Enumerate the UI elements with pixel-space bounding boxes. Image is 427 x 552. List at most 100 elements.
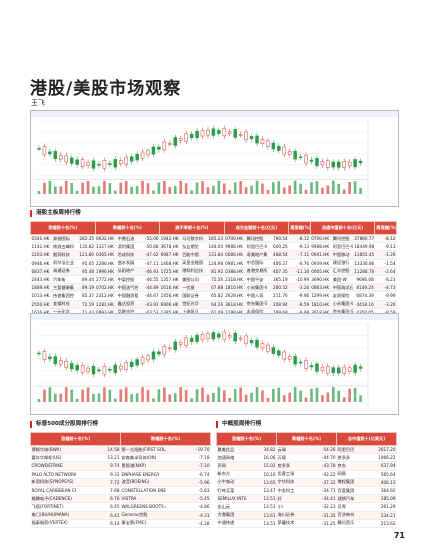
decoration: [80, 365, 85, 373]
table-cell: 第一太阳能(FIRST SOLAR): [120, 445, 166, 455]
column-header: 涨幅前十名(%): [30, 432, 121, 446]
table-cell: 0341.HK: [30, 234, 53, 244]
table-cell: 1616.HK: [159, 283, 182, 293]
decoration: [103, 387, 106, 402]
table-cell: 汇丰控股: [331, 267, 354, 276]
chart-screenshot: [30, 313, 399, 415]
table-cell: 280.52: [267, 283, 289, 293]
table-cell: 曲水发展: [116, 259, 139, 268]
decoration: [321, 187, 324, 194]
table-cell: -5.96: [165, 478, 211, 487]
table-cell: 英皇金融国际: [181, 259, 203, 268]
table-cell: 6874.39: [353, 291, 375, 301]
decoration: [54, 186, 57, 194]
decoration: [217, 180, 221, 194]
table-cell: 124.98: [202, 259, 225, 268]
table-cell: -43.91: [138, 300, 160, 309]
table-cell: 萝蔓技术: [276, 519, 307, 528]
table-cell: 2203.HK: [30, 250, 53, 260]
decoration: [266, 189, 270, 194]
decoration: [146, 183, 150, 194]
decoration: [347, 161, 352, 167]
decoration: [359, 395, 362, 402]
column-header: 周涨幅(%): [374, 221, 397, 235]
table-cell: -4.28: [165, 519, 211, 528]
decoration: [124, 156, 128, 165]
table-cell: 美团-W: [331, 275, 354, 285]
decoration: [320, 161, 325, 166]
table-row: PALO ALTO NETWORKS 9.31 ENPHASE ENERGY -6.7…: [30, 470, 211, 479]
column-header: 涨幅前十名(%): [30, 221, 96, 235]
table-row: CROWDSTRIKE 9.74 恩智浦(NXP) -7.10: [30, 461, 211, 471]
decoration: [190, 398, 193, 402]
table-cell: 小米集团-W: [331, 300, 354, 309]
decoration: [130, 394, 133, 402]
table-row: 中通快递 13.51 萝蔓技术 -31.25 腾讯音乐 213.62: [216, 519, 397, 528]
decoration: [151, 351, 156, 360]
section-title: 港股主板周排行榜: [30, 210, 81, 217]
decoration: [293, 387, 297, 402]
table-cell: 1456.HK: [159, 291, 182, 301]
decoration: [304, 397, 308, 402]
table-cell: 13.47: [246, 486, 277, 496]
table-cell: 马可数字科技: [181, 234, 203, 244]
column-header: 涨幅前十名(%): [216, 432, 277, 446]
table-cell: 89.19: [73, 283, 96, 293]
decoration: [124, 362, 128, 370]
table-cell: -32.23: [306, 502, 337, 512]
decoration: [86, 162, 90, 166]
table-cell: 165.23: [202, 234, 225, 244]
table-cell: 中港石油: [116, 234, 139, 244]
page-title: 港股/美股市场观察: [30, 79, 182, 99]
decoration: [59, 360, 63, 365]
table-cell: 0365.HK: [95, 250, 117, 260]
decoration: [152, 398, 155, 402]
decoration: [331, 367, 336, 374]
table-cell: 鑫达投资: [116, 300, 139, 309]
table-row: 0946.HK 阿尔法企业 95.65 2286.HK 曲水发展 -47.11 1468.H…: [30, 259, 397, 268]
decoration: [97, 163, 101, 166]
author: 王飞: [31, 99, 45, 107]
table-cell: 优客工场: [276, 470, 307, 479]
decoration: [326, 392, 330, 402]
decoration: [173, 137, 177, 146]
decoration: [119, 182, 123, 194]
decoration: [119, 365, 123, 370]
table-cell: 13.51: [246, 494, 277, 504]
table-cell: 2312.HK: [95, 291, 117, 301]
decoration: [102, 160, 107, 169]
decoration: [91, 366, 96, 375]
decoration: [249, 340, 254, 344]
table-cell: 网易: [336, 470, 367, 479]
decoration: [228, 335, 232, 338]
decoration: [129, 361, 134, 367]
table-row: 大鼎集团 13.61 海川证券 -31.35 百济神州 234.21: [216, 511, 397, 520]
decoration: [201, 181, 204, 194]
table-cell: 9988.HK: [224, 242, 246, 252]
decoration: [293, 150, 297, 160]
table-cell: 1013.HK: [30, 291, 53, 301]
table-cell: -6.76: [288, 259, 311, 268]
decoration: [315, 363, 319, 372]
table-cell: 6.45: [75, 502, 121, 512]
table-cell: 565.64: [366, 470, 397, 479]
header-row: 涨幅前十名(%) 跌幅前十名(%) 总市值前十(亿美元): [216, 432, 397, 446]
decoration: [348, 182, 351, 194]
table-cell: VISTRA: [120, 494, 166, 504]
decoration: [157, 146, 161, 150]
decoration: [37, 191, 41, 194]
table-cell: 6.41: [75, 511, 121, 520]
table-cell: 中国移动: [331, 250, 354, 260]
decoration: [140, 151, 145, 159]
table-cell: 恩智浦(NXP): [120, 461, 166, 471]
table-cell: 万德: [276, 453, 307, 463]
table-cell: 宜搜科技: [52, 300, 74, 309]
decoration: [108, 369, 112, 371]
table-cell: 腾讯控股: [245, 234, 268, 244]
decoration: [223, 183, 226, 194]
table-cell: 95.65: [73, 259, 96, 268]
table-cell: 2617.20: [366, 445, 397, 455]
table-cell: -42.22: [306, 470, 337, 479]
